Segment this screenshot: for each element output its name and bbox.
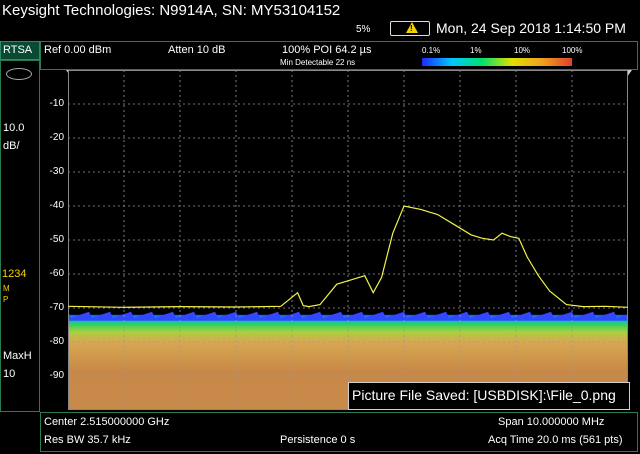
warning-icon	[406, 22, 418, 33]
span[interactable]: Span 10.000000 MHz	[498, 416, 605, 428]
measurement-bar	[40, 41, 638, 70]
trace-mode-p: P	[3, 295, 9, 304]
spectrum-graticule[interactable]	[68, 70, 628, 410]
trace-indicator-icon	[6, 68, 32, 80]
center-frequency[interactable]: Center 2.515000000 GHz	[44, 416, 170, 428]
detector-count: 10	[3, 368, 16, 380]
acq-time[interactable]: Acq Time 20.0 ms (561 pts)	[488, 434, 623, 446]
scale-unit: dB/	[3, 140, 20, 152]
trace-line	[68, 205, 628, 308]
y-tick-label: -10	[49, 98, 64, 109]
left-status-panel	[0, 60, 40, 412]
y-tick-label: -40	[49, 200, 64, 211]
persistence[interactable]: Persistence 0 s	[280, 434, 356, 446]
y-tick-label: -80	[49, 336, 64, 347]
scale-value: 10.0	[3, 122, 25, 134]
detector-label: MaxH	[3, 350, 32, 362]
density-tick-2: 1%	[470, 46, 482, 55]
density-colorbar	[422, 58, 572, 66]
density-edge	[68, 311, 628, 321]
density-tick-1: 0.1%	[422, 46, 441, 55]
ref-level[interactable]: Ref 0.00 dBm	[44, 44, 112, 56]
datetime: Mon, 24 Sep 2018 1:14:50 PM	[436, 20, 626, 36]
density-tick-3: 10%	[514, 46, 531, 55]
y-tick-label: -50	[49, 234, 64, 245]
battery-icon	[390, 21, 430, 36]
density-tick-4: 100%	[562, 46, 583, 55]
y-tick-label: -70	[49, 302, 64, 313]
res-bw[interactable]: Res BW 35.7 kHz	[44, 434, 131, 446]
attenuation[interactable]: Atten 10 dB	[168, 44, 226, 56]
y-tick-label: -90	[49, 370, 64, 381]
footer-bar	[40, 412, 638, 452]
warning-mark: !	[410, 24, 413, 33]
min-detectable: Min Detectable 22 ns	[280, 58, 356, 67]
mode-tab[interactable]	[0, 41, 40, 60]
trace-layer	[68, 205, 628, 308]
grid-lines	[68, 70, 628, 410]
trace-numbers: 1234	[2, 268, 27, 280]
battery-percent: 5%	[356, 24, 371, 35]
toast-message: Picture File Saved: [USBDISK]:\File_0.pn…	[352, 387, 616, 403]
y-tick-label: -30	[49, 166, 64, 177]
window-title: Keysight Technologies: N9914A, SN: MY531…	[2, 2, 341, 19]
toast-notification[interactable]	[348, 382, 630, 410]
trace-mode-m: M	[3, 284, 10, 293]
poi-label: 100% POI 64.2 µs	[282, 44, 372, 56]
y-tick-label: -60	[49, 268, 64, 279]
mode-label: RTSA	[3, 44, 33, 56]
y-tick-label: -20	[49, 132, 64, 143]
